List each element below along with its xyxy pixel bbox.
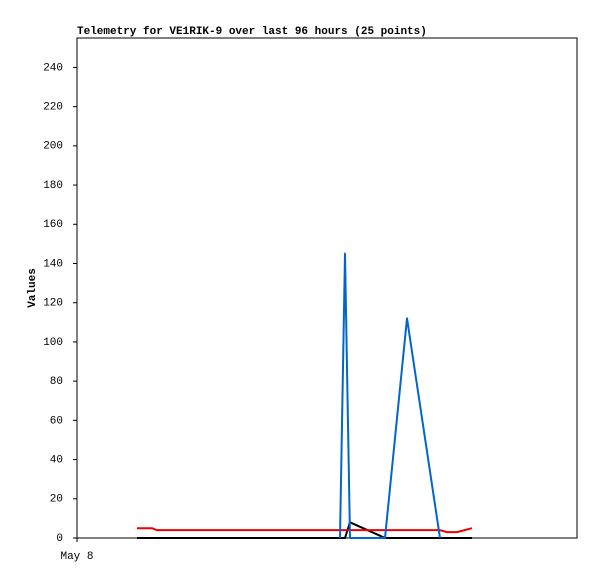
y-tick-label: 120 bbox=[43, 298, 63, 310]
y-tick-label: 80 bbox=[50, 376, 63, 388]
y-tick-label: 240 bbox=[43, 62, 63, 74]
y-tick-label: 20 bbox=[50, 494, 63, 506]
y-tick-label: 200 bbox=[43, 141, 63, 153]
y-tick-label: 100 bbox=[43, 337, 63, 349]
y-tick-label: 180 bbox=[43, 180, 63, 192]
series-line bbox=[339, 252, 441, 539]
y-tick-label: 60 bbox=[50, 415, 63, 427]
y-tick-label: 160 bbox=[43, 219, 63, 231]
y-tick-label: 220 bbox=[43, 102, 63, 114]
series-line bbox=[137, 527, 473, 534]
y-tick-label: 40 bbox=[50, 454, 63, 466]
y-tick-label: 140 bbox=[43, 258, 63, 270]
y-tick-label: 0 bbox=[56, 533, 63, 545]
x-tick-label: May 8 bbox=[60, 551, 93, 563]
y-axis-label: Values bbox=[27, 268, 39, 308]
chart-title: Telemetry for VE1RIK-9 over last 96 hour… bbox=[77, 26, 427, 38]
